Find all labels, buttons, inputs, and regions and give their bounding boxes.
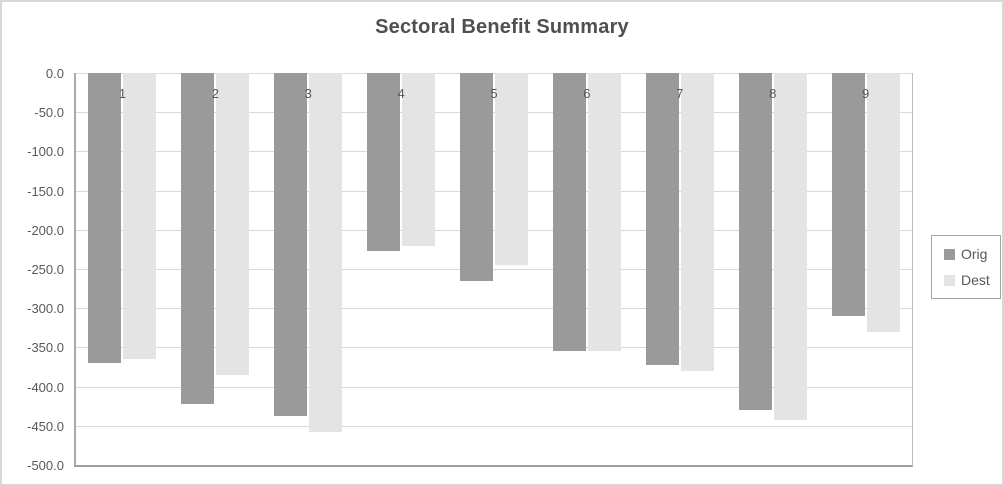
chart-title: Sectoral Benefit Summary <box>375 16 629 38</box>
bar-group: 1 <box>76 73 169 465</box>
orig-series-swatch <box>944 248 955 260</box>
bar-group: 4 <box>355 73 448 465</box>
bar-orig[interactable] <box>88 73 122 364</box>
gridline <box>76 269 912 270</box>
y-tick-label: -500.0 <box>27 458 64 473</box>
y-tick-label: 0.0 <box>45 66 64 81</box>
bar-dest[interactable] <box>773 73 807 421</box>
bar-dest[interactable] <box>495 73 528 266</box>
y-tick-label: -300.0 <box>27 301 64 316</box>
bar-orig[interactable] <box>181 73 215 404</box>
legend-label-dest: Dest <box>961 272 990 288</box>
bar-dest[interactable] <box>587 73 621 351</box>
bar-orig[interactable] <box>274 73 308 417</box>
legend-item-orig[interactable]: Orig <box>944 246 1000 262</box>
bar-orig[interactable] <box>645 73 679 365</box>
bar-dest[interactable] <box>309 73 343 433</box>
y-tick-label: -50.0 <box>34 105 64 120</box>
gridline <box>76 191 912 192</box>
bar-group: 9 <box>819 73 912 465</box>
gridline <box>76 112 912 113</box>
y-tick-label: -250.0 <box>27 262 64 277</box>
bar-orig[interactable] <box>460 73 493 281</box>
y-tick-label: -400.0 <box>27 380 64 395</box>
gridline <box>76 230 912 231</box>
bar-dest[interactable] <box>216 73 250 375</box>
gridline <box>76 387 912 388</box>
bar-orig[interactable] <box>738 73 772 411</box>
bar-orig[interactable] <box>367 73 401 251</box>
legend-item-dest[interactable]: Dest <box>944 272 1000 288</box>
gridline <box>76 308 912 309</box>
bar-dest[interactable] <box>402 73 436 246</box>
dest-series-swatch <box>944 274 955 286</box>
bar-dest[interactable] <box>680 73 714 371</box>
bar-dest[interactable] <box>866 73 900 332</box>
y-tick-label: -150.0 <box>27 184 64 199</box>
gridline <box>76 151 912 152</box>
y-tick-label: -200.0 <box>27 223 64 238</box>
bar-group: 2 <box>169 73 262 465</box>
bar-group: 3 <box>262 73 355 465</box>
y-tick-label: -450.0 <box>27 419 64 434</box>
gridline <box>76 347 912 348</box>
y-tick-label: -100.0 <box>27 144 64 159</box>
y-tick-label: -350.0 <box>27 340 64 355</box>
y-axis-labels: 0.0 -50.0 -100.0 -150.0 -200.0 -250.0 -300.0 -3… <box>2 66 64 473</box>
gridline <box>76 426 912 427</box>
bar-group: 5 <box>448 73 541 465</box>
bar-orig[interactable] <box>552 73 586 352</box>
bar-group: 7 <box>633 73 726 465</box>
bar-dest[interactable] <box>123 73 157 360</box>
gridline <box>76 73 912 74</box>
legend-label-orig: Orig <box>961 246 988 262</box>
bar-group: 8 <box>726 73 819 465</box>
bar-orig[interactable] <box>831 73 865 316</box>
legend[interactable]: Orig Dest <box>931 235 1001 299</box>
bar-group: 6 <box>540 73 633 465</box>
